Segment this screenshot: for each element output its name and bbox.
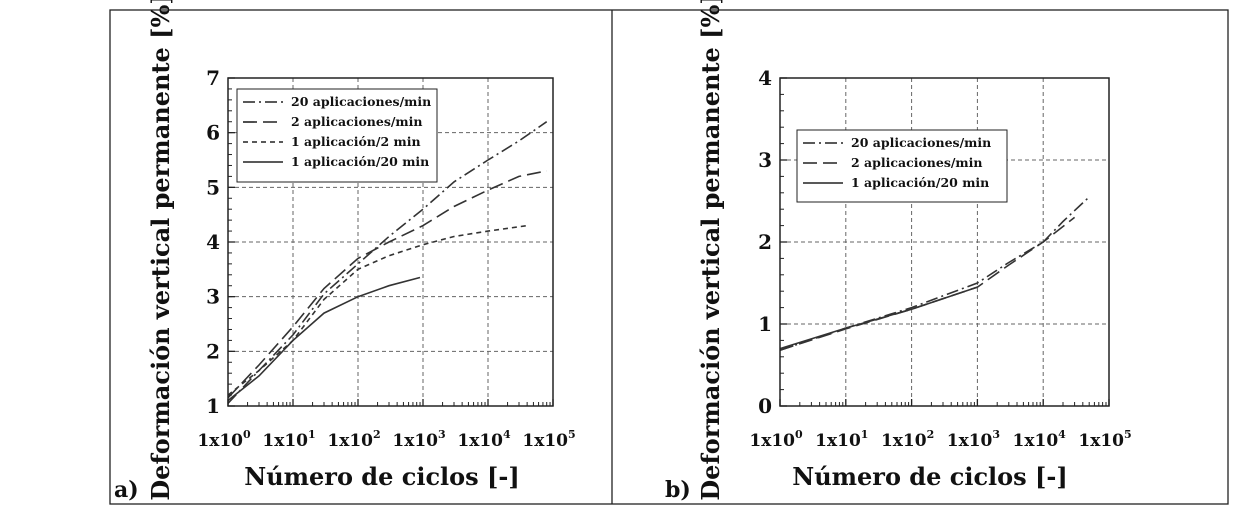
panel-a-legend-label: 1 aplicación/20 min — [291, 154, 429, 169]
panel-b-x-tick-label: 1x103 — [947, 428, 1000, 451]
panel-a-xlabel: Número de ciclos [-] — [244, 462, 519, 491]
panel-b-legend-label: 2 aplicaciones/min — [851, 155, 983, 170]
panel-b-x-tick-label: 1x100 — [749, 428, 803, 451]
panel-b-ylabel: Deformación vertical permanente [%] — [696, 0, 725, 501]
panel-a-y-tick-label: 4 — [206, 230, 220, 254]
panel-a-legend-label: 2 aplicaciones/min — [291, 114, 423, 129]
panel-b-y-tick-label: 0 — [758, 394, 772, 418]
panel-b-legend-box — [796, 129, 1008, 203]
panel-a-legend-label: 1 aplicación/2 min — [291, 134, 421, 149]
panel-b-lines — [779, 196, 1090, 351]
panel-a-legend-box — [236, 88, 438, 183]
panel-a-series-line — [227, 121, 548, 404]
panel-a-series-line — [227, 276, 421, 402]
panel-b-legend: 20 aplicaciones/min 2 aplicaciones/min 1 a… — [796, 129, 1008, 203]
panel-a-ylabel: Deformación vertical permanente [%] — [146, 0, 175, 501]
panel-a-y-tick-label: 3 — [206, 285, 220, 309]
panel-b-grid — [780, 78, 1109, 406]
panel-a-series-line — [227, 224, 528, 396]
panel-b-x-tick-label: 1x104 — [1013, 428, 1067, 451]
panel-b-series-line — [779, 196, 1090, 351]
panel-b-x-tick-label: 1x102 — [881, 428, 934, 451]
panel-b-series-line — [779, 216, 1076, 351]
panel-b-ticks: 1x100 1x101 1x102 1x103 1x104 1x105 0 1 2 3 4 — [749, 66, 1131, 451]
panel-a-x-tick-label: 1x105 — [522, 428, 575, 451]
panel-a-x-tick-label: 1x101 — [262, 428, 315, 451]
panel-a-y-tick-label: 7 — [206, 66, 220, 90]
panel-a-y-tick-label: 1 — [206, 394, 220, 418]
panel-a-legend: 20 aplicaciones/min 2 aplicaciones/min 1 a… — [236, 88, 438, 183]
panel-a-y-tick-label: 2 — [206, 339, 220, 363]
panel-b-x-tick-label: 1x101 — [815, 428, 868, 451]
figure-frame — [109, 9, 1229, 505]
panel-b-legend-label: 1 aplicación/20 min — [851, 175, 989, 190]
panel-b-series-line — [779, 286, 978, 350]
panel-a-x-tick-label: 1x102 — [327, 428, 380, 451]
panel-b-y-tick-label: 1 — [758, 312, 772, 336]
panel-a-y-tick-label: 5 — [206, 175, 220, 199]
panel-b-y-tick-label: 3 — [758, 148, 772, 172]
panel-b-xlabel: Número de ciclos [-] — [792, 462, 1067, 491]
panel-a-x-tick-label: 1x103 — [392, 428, 445, 451]
panel-a-x-tick-label: 1x104 — [457, 428, 511, 451]
panel-a-legend-label: 20 aplicaciones/min — [291, 94, 431, 109]
panel-b-y-tick-label: 4 — [758, 66, 772, 90]
panel-b-y-tick-label: 2 — [758, 230, 772, 254]
panel-a-series-line — [227, 170, 547, 399]
panel-a-lines — [227, 121, 548, 404]
panel-b-label: b) — [665, 477, 691, 503]
panel-b-legend-label: 20 aplicaciones/min — [851, 135, 991, 150]
panel-b-x-tick-label: 1x105 — [1078, 428, 1131, 451]
panel-a: 1x100 1x101 1x102 1x103 1x104 1x105 1 2 3 4 5 6 7 20… — [114, 0, 576, 503]
panel-a-x-tick-label: 1x100 — [197, 428, 251, 451]
panel-b: 1x100 1x101 1x102 1x103 1x104 1x105 0 1 2 3 4 20 a… — [665, 0, 1132, 503]
panel-a-ticks: 1x100 1x101 1x102 1x103 1x104 1x105 1 2 3 4 5 6 7 — [197, 66, 575, 451]
panel-a-label: a) — [114, 477, 139, 503]
panel-a-y-tick-label: 6 — [206, 121, 220, 145]
